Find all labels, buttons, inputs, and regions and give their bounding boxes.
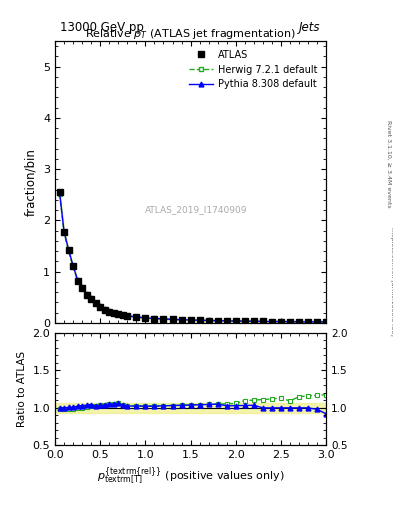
Text: mcplots.cern.ch [arXiv:1306.3436]: mcplots.cern.ch [arXiv:1306.3436] (390, 227, 393, 336)
Title: Relative $p_T$ (ATLAS jet fragmentation): Relative $p_T$ (ATLAS jet fragmentation) (85, 27, 296, 41)
X-axis label: $p_{\rm textrm[T]}^{\rm \{textrm\{rel\}\}}$ (positive values only): $p_{\rm textrm[T]}^{\rm \{textrm\{rel\}\… (97, 466, 285, 487)
Text: Rivet 3.1.10, ≥ 3.4M events: Rivet 3.1.10, ≥ 3.4M events (387, 120, 391, 208)
Y-axis label: Ratio to ATLAS: Ratio to ATLAS (17, 351, 27, 427)
Legend: ATLAS, Herwig 7.2.1 default, Pythia 8.308 default: ATLAS, Herwig 7.2.1 default, Pythia 8.30… (185, 46, 321, 93)
Bar (55, 402, 326, 413)
Text: Jets: Jets (299, 21, 321, 34)
Text: 13000 GeV pp: 13000 GeV pp (61, 21, 144, 34)
Text: ATLAS_2019_I1740909: ATLAS_2019_I1740909 (145, 206, 247, 215)
Y-axis label: fraction/bin: fraction/bin (24, 148, 37, 216)
